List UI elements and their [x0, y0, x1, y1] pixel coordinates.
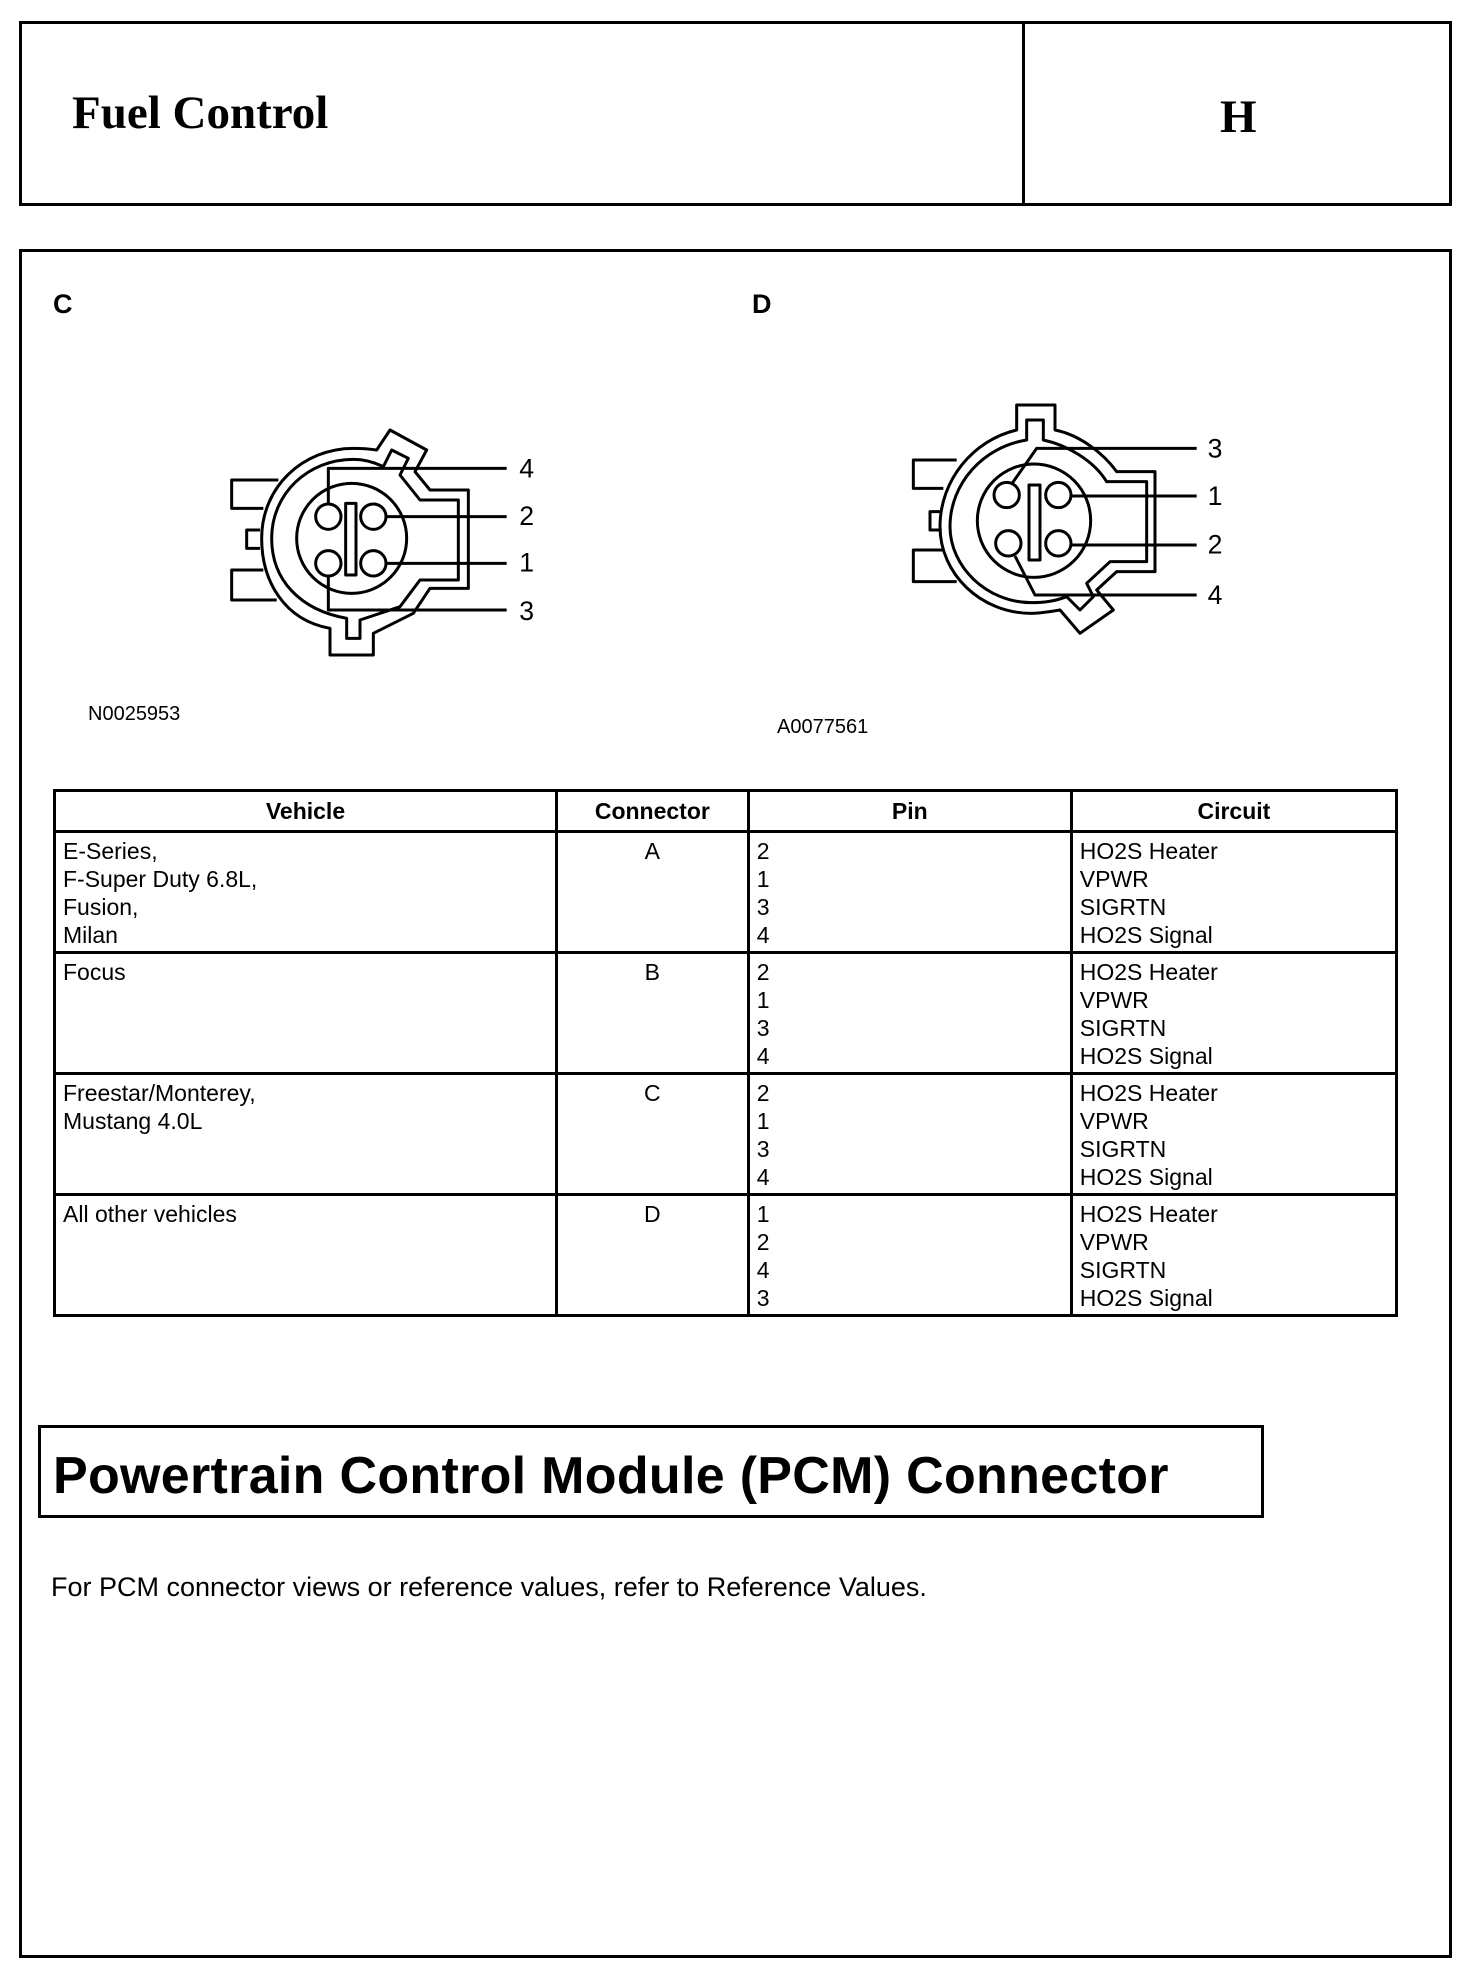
circuit-cell-line: HO2S Heater — [1079, 1080, 1218, 1106]
pin-cell-line: 4 — [756, 1164, 770, 1190]
circuit-cell-line: SIGRTN — [1079, 1136, 1167, 1162]
section-letter: H — [1220, 91, 1257, 143]
circuit-cell: HO2S Heater VPWR SIGRTN HO2S Signal — [1069, 1193, 1399, 1317]
vehicle-cell-line: All other vehicles — [63, 1201, 237, 1227]
circuit-cell: HO2S Heater VPWR SIGRTN HO2S Signal — [1069, 1072, 1399, 1196]
section-heading: Powertrain Control Module (PCM) Connecto… — [53, 1447, 1169, 1505]
pin-label: 1 — [519, 548, 534, 578]
connector-c-label: C — [53, 289, 73, 319]
pin-cell-line: 4 — [756, 1257, 770, 1283]
circuit-cell-line: HO2S Signal — [1079, 1285, 1213, 1311]
pin-label: 4 — [1208, 580, 1223, 610]
pin-label: 1 — [1208, 481, 1223, 511]
content-frame — [19, 249, 1452, 1958]
pin-cell-line: 3 — [756, 894, 770, 920]
pin-cell-line: 2 — [756, 959, 770, 985]
pin-label: 2 — [519, 501, 534, 531]
connector-cell: A — [554, 830, 750, 954]
circuit-cell-line: SIGRTN — [1079, 1015, 1167, 1041]
connector-d-code: A0077561 — [777, 716, 869, 738]
pin-label: 4 — [519, 453, 534, 483]
table-row: Focus B 2 1 3 4 HO2S Heater VPWR SIGRTN HO2S Sign… — [53, 951, 1399, 1075]
column-header-pin: Pin — [746, 789, 1073, 833]
vehicle-cell: All other vehicles — [53, 1193, 558, 1317]
pin-label: 3 — [519, 596, 534, 626]
pin-label: 3 — [1208, 433, 1223, 463]
vehicle-cell-line: Fusion, — [63, 894, 139, 920]
vehicle-cell-line: E-Series, — [63, 838, 158, 864]
column-header-circuit: Circuit — [1069, 789, 1399, 833]
vehicle-cell-line: Freestar/Monterey, — [63, 1080, 256, 1106]
circuit-cell: HO2S Heater VPWR SIGRTN HO2S Signal — [1069, 951, 1399, 1075]
circuit-cell: HO2S Heater VPWR SIGRTN HO2S Signal — [1069, 830, 1399, 954]
pcm-reference-text: For PCM connector views or reference val… — [51, 1572, 927, 1602]
connector-cell: B — [554, 951, 750, 1075]
circuit-cell-line: SIGRTN — [1079, 894, 1167, 920]
page-title: Fuel Control — [72, 87, 329, 139]
table-row: E-Series, F-Super Duty 6.8L, Fusion, Milan A… — [53, 830, 1399, 954]
circuit-cell-line: VPWR — [1079, 987, 1149, 1013]
circuit-cell-line: VPWR — [1079, 1108, 1149, 1134]
circuit-cell-line: VPWR — [1079, 866, 1149, 892]
pcm-section-heading-box: Powertrain Control Module (PCM) Connecto… — [38, 1425, 1264, 1518]
pin-cell-line: 4 — [756, 1043, 770, 1069]
circuit-cell-line: HO2S Signal — [1079, 922, 1213, 948]
page-header: Fuel Control H — [19, 21, 1452, 206]
connector-c-diagram: 4 2 1 3 — [230, 428, 534, 657]
header-divider — [1022, 24, 1025, 203]
connector-d-label: D — [752, 289, 772, 319]
connector-d-diagram: 3 1 2 4 — [911, 403, 1223, 635]
vehicle-cell: E-Series, F-Super Duty 6.8L, Fusion, Milan — [53, 830, 558, 954]
circuit-cell-line: HO2S Heater — [1079, 838, 1218, 864]
connector-pin-table: Vehicle Connector Pin Circuit E-Series, F… — [53, 789, 1399, 1317]
vehicle-cell: Focus — [53, 951, 558, 1075]
pin-cell-line: 2 — [756, 838, 770, 864]
pin-cell-line: 1 — [756, 866, 770, 892]
pin-cell-line: 3 — [756, 1015, 770, 1041]
pin-cell-line: 4 — [756, 922, 770, 948]
pin-cell-line: 3 — [756, 1285, 770, 1311]
circuit-cell-line: HO2S Signal — [1079, 1043, 1213, 1069]
pin-cell-line: 2 — [756, 1080, 770, 1106]
pin-cell-line: 3 — [756, 1136, 770, 1162]
circuit-cell-line: HO2S Heater — [1079, 1201, 1218, 1227]
table-row: Freestar/Monterey, Mustang 4.0L C 2 1 3 4 HO2S … — [53, 1072, 1399, 1196]
vehicle-cell-line: Mustang 4.0L — [63, 1108, 203, 1134]
vehicle-cell-line: F-Super Duty 6.8L, — [63, 866, 258, 892]
connector-cell: C — [554, 1072, 750, 1196]
circuit-cell-line: HO2S Signal — [1079, 1164, 1213, 1190]
circuit-cell-line: VPWR — [1079, 1229, 1149, 1255]
vehicle-cell-line: Milan — [63, 922, 118, 948]
column-header-connector: Connector — [554, 789, 750, 833]
circuit-cell-line: SIGRTN — [1079, 1257, 1167, 1283]
pin-cell-line: 1 — [756, 1108, 770, 1134]
pin-cell-line: 1 — [756, 1201, 770, 1227]
pin-label: 2 — [1208, 529, 1223, 559]
table-row: All other vehicles D 1 2 4 3 HO2S Heater VPWR SI… — [53, 1193, 1399, 1317]
connector-c-code: N0025953 — [88, 703, 181, 725]
column-header-vehicle: Vehicle — [53, 789, 558, 833]
connector-cell: D — [554, 1193, 750, 1317]
pin-cell-line: 1 — [756, 987, 770, 1013]
vehicle-cell-line: Focus — [63, 959, 126, 985]
pin-cell-line: 2 — [756, 1229, 770, 1255]
circuit-cell-line: HO2S Heater — [1079, 959, 1218, 985]
vehicle-cell: Freestar/Monterey, Mustang 4.0L — [53, 1072, 558, 1196]
